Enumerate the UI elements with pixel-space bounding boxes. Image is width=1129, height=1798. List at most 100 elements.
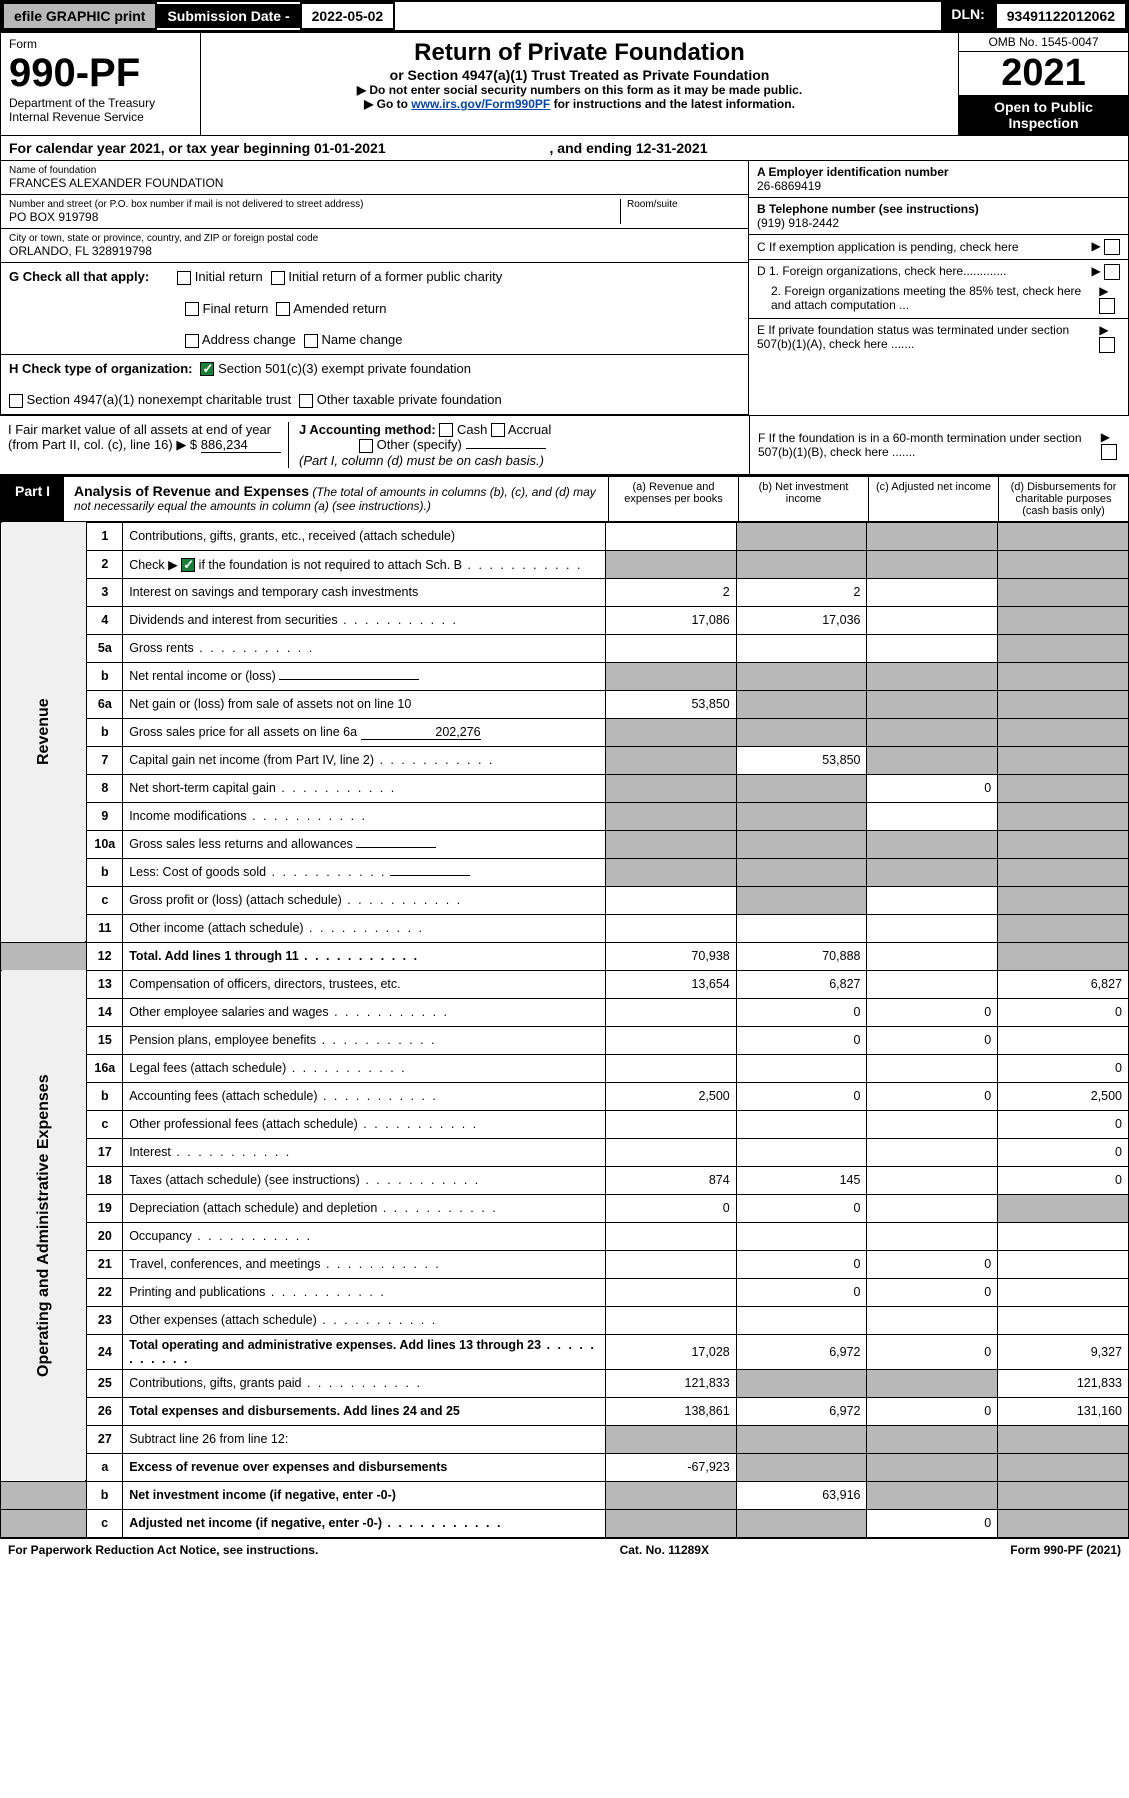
- d-17: Interest: [123, 1138, 606, 1166]
- d-11: Other income (attach schedule): [123, 914, 606, 942]
- col-b-hdr: (b) Net investment income: [738, 477, 868, 521]
- d-6b: Gross sales price for all assets on line…: [123, 718, 606, 746]
- col-d-hdr: (d) Disbursements for charitable purpose…: [998, 477, 1128, 521]
- part1-table: Revenue 1Contributions, gifts, grants, e…: [0, 522, 1129, 1538]
- ln-17: 17: [86, 1138, 122, 1166]
- checkbox-e[interactable]: [1099, 337, 1115, 353]
- ln-21: 21: [86, 1250, 122, 1278]
- form-number: 990-PF: [9, 51, 192, 96]
- ln-27b: b: [86, 1481, 122, 1509]
- checkbox-d2[interactable]: [1099, 298, 1115, 314]
- checkbox-initial-former[interactable]: [271, 271, 285, 285]
- v26b: 6,972: [736, 1397, 867, 1425]
- v16bb: 0: [736, 1082, 867, 1110]
- checkbox-amended[interactable]: [276, 302, 290, 316]
- row-3: 3Interest on savings and temporary cash …: [1, 578, 1129, 606]
- checkbox-name[interactable]: [304, 334, 318, 348]
- row-8: 8Net short-term capital gain0: [1, 774, 1129, 802]
- checkbox-501c3[interactable]: [200, 362, 214, 376]
- ln-8: 8: [86, 774, 122, 802]
- tax-year: 2021: [959, 52, 1128, 95]
- subdate-label: Submission Date -: [157, 4, 299, 28]
- row-27: 27Subtract line 26 from line 12:: [1, 1425, 1129, 1453]
- ln-5a: 5a: [86, 634, 122, 662]
- row-11: 11Other income (attach schedule): [1, 914, 1129, 942]
- checkbox-initial[interactable]: [177, 271, 191, 285]
- h-opt1: Section 501(c)(3) exempt private foundat…: [218, 361, 471, 376]
- d-5a: Gross rents: [123, 634, 606, 662]
- dln-value: 93491122012062: [995, 2, 1127, 30]
- ln-16c: c: [86, 1110, 122, 1138]
- row-9: 9Income modifications: [1, 802, 1129, 830]
- v3a: 2: [605, 578, 736, 606]
- row-27a: aExcess of revenue over expenses and dis…: [1, 1453, 1129, 1481]
- efile-button[interactable]: efile GRAPHIC print: [2, 2, 157, 30]
- instr2-post: for instructions and the latest informat…: [550, 97, 795, 111]
- g-opt-4: Address change: [202, 332, 296, 347]
- d-8: Net short-term capital gain: [123, 774, 606, 802]
- d-6a: Net gain or (loss) from sale of assets n…: [123, 690, 606, 718]
- ln-10c: c: [86, 886, 122, 914]
- form-link[interactable]: www.irs.gov/Form990PF: [411, 97, 550, 111]
- v12a: 70,938: [605, 942, 736, 970]
- v19b: 0: [736, 1194, 867, 1222]
- ln-20: 20: [86, 1222, 122, 1250]
- d-10a: Gross sales less returns and allowances: [123, 830, 606, 858]
- d-10b: Less: Cost of goods sold: [123, 858, 606, 886]
- ijf-row: I Fair market value of all assets at end…: [0, 416, 1129, 475]
- checkbox-4947[interactable]: [9, 394, 23, 408]
- ln-10b: b: [86, 858, 122, 886]
- v24a: 17,028: [605, 1334, 736, 1369]
- v16bc: 0: [867, 1082, 998, 1110]
- v13d: 6,827: [998, 970, 1129, 998]
- checkbox-schb[interactable]: [181, 558, 195, 572]
- checkbox-accrual[interactable]: [491, 423, 505, 437]
- ln-6b: b: [86, 718, 122, 746]
- row-4: 4Dividends and interest from securities1…: [1, 606, 1129, 634]
- h-opt3: Other taxable private foundation: [317, 392, 502, 407]
- checkbox-other-acct[interactable]: [359, 439, 373, 453]
- v13b: 6,827: [736, 970, 867, 998]
- checkbox-cash[interactable]: [439, 423, 453, 437]
- row-25: 25Contributions, gifts, grants paid121,8…: [1, 1369, 1129, 1397]
- row-19: 19Depreciation (attach schedule) and dep…: [1, 1194, 1129, 1222]
- v26d: 131,160: [998, 1397, 1129, 1425]
- i-value: 886,234: [201, 437, 281, 453]
- phone-value: (919) 918-2442: [757, 216, 1120, 230]
- d-3: Interest on savings and temporary cash i…: [123, 578, 606, 606]
- v15c: 0: [867, 1026, 998, 1054]
- h-row: H Check type of organization: Section 50…: [1, 355, 748, 415]
- part1-title: Analysis of Revenue and Expenses: [74, 483, 309, 499]
- d-12: Total. Add lines 1 through 11: [123, 942, 606, 970]
- d-14: Other employee salaries and wages: [123, 998, 606, 1026]
- checkbox-address[interactable]: [185, 334, 199, 348]
- ln-2: 2: [86, 550, 122, 578]
- d-7: Capital gain net income (from Part IV, l…: [123, 746, 606, 774]
- checkbox-final[interactable]: [185, 302, 199, 316]
- d-20: Occupancy: [123, 1222, 606, 1250]
- g-opt-2: Final return: [203, 301, 269, 316]
- row-20: 20Occupancy: [1, 1222, 1129, 1250]
- row-27c: cAdjusted net income (if negative, enter…: [1, 1509, 1129, 1537]
- ln-6a: 6a: [86, 690, 122, 718]
- checkbox-d1[interactable]: [1104, 264, 1120, 280]
- v17d: 0: [998, 1138, 1129, 1166]
- checkbox-other-tax[interactable]: [299, 394, 313, 408]
- v14d: 0: [998, 998, 1129, 1026]
- d1-label: D 1. Foreign organizations, check here..…: [757, 264, 1006, 280]
- checkbox-c[interactable]: [1104, 239, 1120, 255]
- form-word: Form: [9, 37, 192, 51]
- g-opt-5: Name change: [321, 332, 402, 347]
- ln-27: 27: [86, 1425, 122, 1453]
- d2-label: 2. Foreign organizations meeting the 85%…: [757, 284, 1099, 314]
- v27aa: -67,923: [605, 1453, 736, 1481]
- row-1: Revenue 1Contributions, gifts, grants, e…: [1, 522, 1129, 550]
- d-16c: Other professional fees (attach schedule…: [123, 1110, 606, 1138]
- part1-tag: Part I: [1, 477, 64, 521]
- v16ad: 0: [998, 1054, 1129, 1082]
- row-15: 15Pension plans, employee benefits00: [1, 1026, 1129, 1054]
- g-opt-1: Initial return of a former public charit…: [288, 269, 502, 284]
- j-label: J Accounting method:: [299, 422, 436, 437]
- checkbox-f[interactable]: [1101, 444, 1117, 460]
- room-label: Room/suite: [627, 199, 740, 210]
